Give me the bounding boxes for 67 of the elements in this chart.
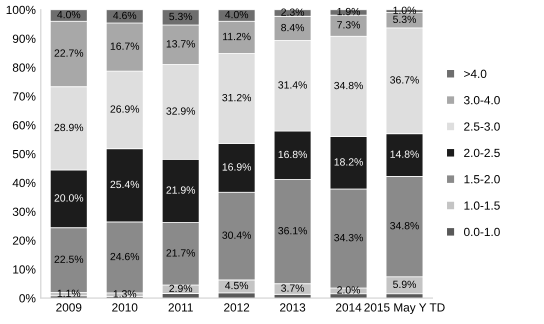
y-tick-label: 40% [12,178,36,188]
data-label: 34.8% [334,82,363,90]
legend-label: 1.0-1.5 [464,201,500,210]
legend-label: 3.0-4.0 [464,96,500,104]
data-label: 1.3% [114,290,136,298]
y-tick-label: 70% [12,92,36,101]
data-label: 22.5% [54,256,84,263]
data-label: 3.7% [281,284,304,292]
x-tick-label: 2014 [336,303,362,312]
y-tick-label: 80% [12,63,36,72]
data-label: 18.2% [334,158,363,166]
data-label: 20.0% [54,194,84,202]
data-label: 34.8% [390,222,419,230]
data-label: 30.4% [222,232,252,239]
x-tick-label: 2009 [56,303,82,312]
data-label: 7.3% [337,21,360,29]
y-tick-label: 10% [13,265,36,274]
y-tick-label: 90% [12,34,36,43]
data-label: 11.2% [223,32,251,40]
data-label: 13.7% [166,40,196,48]
data-label: 26.9% [110,105,140,113]
y-tick-label: 30% [12,208,36,216]
data-label: 2.3% [281,8,304,16]
data-label: 5.3% [169,12,192,20]
y-tick-label: 100% [6,6,36,14]
data-label: 16.9% [222,163,252,171]
data-label: 32.9% [166,107,196,115]
data-label: 21.9% [166,186,196,194]
data-label: 5.3% [393,16,416,24]
data-label: 2.9% [169,284,192,292]
data-label: 28.9% [54,124,84,132]
x-tick-label: 2011 [168,303,193,312]
data-label: 1.0% [393,6,416,14]
data-label: 36.1% [278,227,307,234]
data-label: 14.8% [390,150,419,158]
legend-label: 0.0-1.0 [464,228,500,236]
data-label: 31.4% [278,81,307,89]
data-label: 2.0% [337,286,360,294]
data-label: 1.9% [337,8,360,16]
data-label: 34.3% [334,234,363,242]
x-tick-label: 2015 May Y TD [364,303,445,314]
data-label: 24.6% [110,252,140,260]
data-label: 25.4% [110,180,140,188]
x-tick-label: 2012 [224,303,250,312]
data-label: 8.4% [281,24,304,32]
legend-label: 1.5-2.0 [464,175,500,184]
data-label: 4.5% [225,282,248,290]
legend-label: >4.0 [464,70,486,78]
data-label: 16.7% [110,42,140,50]
data-label: 31.2% [222,94,252,102]
y-tick-label: 50% [12,150,36,158]
x-tick-label: 2013 [280,303,306,312]
y-tick-label: 0% [19,294,36,302]
data-label: 16.8% [278,150,307,158]
data-label: 36.7% [390,76,419,84]
data-label: 21.7% [166,249,196,257]
data-label: 4.6% [113,12,136,20]
y-tick-label: 20% [12,236,36,245]
data-label: 22.7% [54,49,84,57]
y-tick-label: 60% [12,121,36,130]
data-label: 4.0% [225,10,248,18]
data-label: 4.0% [57,10,80,18]
x-tick-label: 2010 [112,303,138,312]
legend-label: 2.0-2.5 [464,148,500,158]
legend-label: 2.5-3.0 [464,122,500,131]
data-label: 1.1% [58,290,80,297]
data-label: 5.9% [393,280,416,288]
